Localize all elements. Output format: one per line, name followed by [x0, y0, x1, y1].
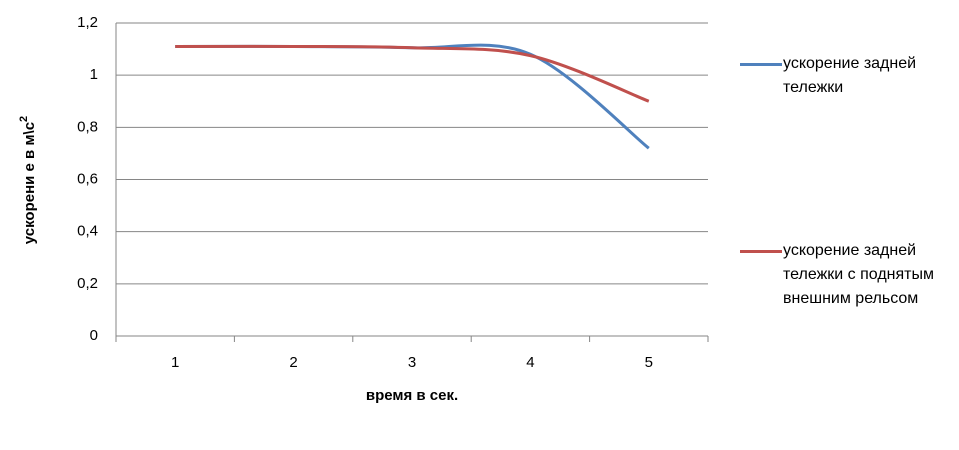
legend-item: ускорение задней тележки с поднятым внеш…: [740, 239, 950, 311]
y-axis-label-text: ускорени е в м\с: [21, 122, 38, 244]
legend-label: ускорение задней тележки: [783, 55, 917, 96]
x-tick-label: 3: [408, 354, 416, 371]
legend-item: ускорение задней тележки: [740, 52, 950, 100]
legend-label: ускорение задней тележки с поднятым внеш…: [783, 242, 934, 307]
y-tick-label: 1: [90, 66, 98, 83]
x-tick-label: 4: [526, 354, 534, 371]
y-tick-label: 0,2: [77, 275, 98, 292]
series-line: [175, 44, 650, 103]
x-axis-label: время в сек.: [366, 387, 458, 404]
y-tick-label: 1,2: [77, 14, 98, 31]
x-tick-label: 5: [645, 354, 653, 371]
y-tick-label: 0,6: [77, 170, 98, 187]
series-line: [175, 43, 650, 150]
x-tick-label: 2: [289, 354, 297, 371]
legend-swatch: [740, 250, 782, 253]
legend-swatch: [740, 63, 782, 66]
y-tick-label: 0: [90, 327, 98, 344]
x-tick-label: 1: [171, 354, 179, 371]
y-tick-label: 0,4: [77, 223, 98, 240]
y-tick-label: 0,8: [77, 118, 98, 135]
y-axis-label-sup: 2: [18, 116, 30, 122]
y-axis-label: ускорени е в м\с2: [18, 116, 38, 244]
